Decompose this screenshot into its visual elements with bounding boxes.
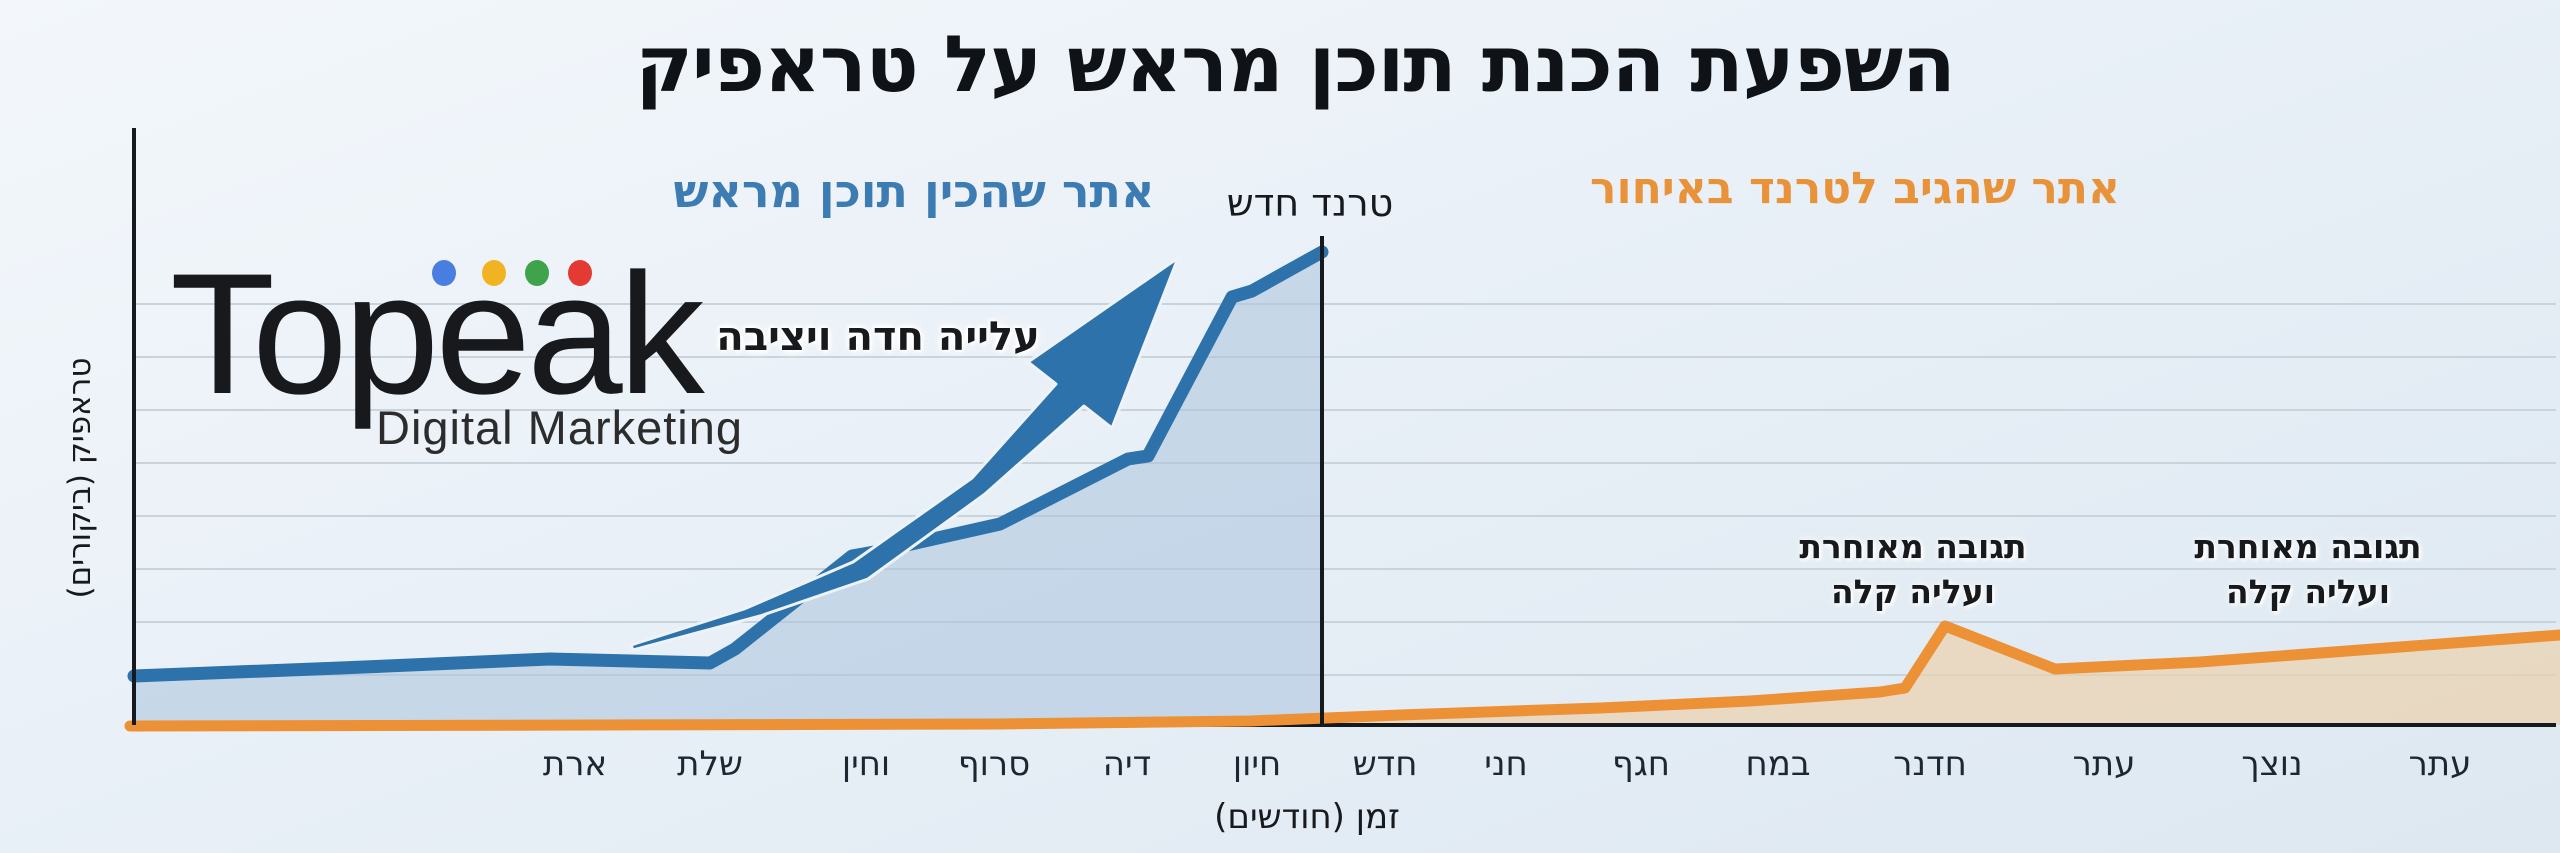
x-tick-label: וחין bbox=[841, 744, 891, 784]
prepared-site-area bbox=[134, 252, 1322, 725]
topeak-logo-dots bbox=[432, 260, 652, 286]
logo-dot-icon bbox=[432, 260, 456, 286]
late-site-line bbox=[124, 620, 2560, 732]
growth-arrow-icon bbox=[629, 256, 1180, 652]
late-response-annotation-1-line1: תגובה מאוחרת bbox=[1799, 527, 2027, 566]
legend-prepared-site: אתר שהכין תוכן מראש bbox=[673, 164, 1155, 218]
late-response-annotation-2-line1: תגובה מאוחרת bbox=[2194, 527, 2422, 566]
x-tick-label: ארת bbox=[542, 744, 608, 784]
logo-dot-icon bbox=[482, 260, 506, 286]
page-title: השפעת הכנת תוכן מראש על טראפיק bbox=[635, 20, 1955, 110]
logo-dot-icon bbox=[568, 260, 592, 286]
trend-line-label: טרנד חדש bbox=[1226, 181, 1394, 225]
sharp-rise-annotation: עלייה חדה ויציבה bbox=[716, 314, 1040, 360]
x-tick-label: חני bbox=[1484, 744, 1528, 784]
x-tick-label: נוצך bbox=[2241, 744, 2303, 784]
x-tick-label: חיון bbox=[1232, 744, 1282, 784]
legend-late-site: אתר שהגיב לטרנד באיחור bbox=[1589, 163, 2121, 214]
x-tick-label: שלת bbox=[677, 744, 743, 784]
x-tick-label: חדש bbox=[1352, 744, 1418, 784]
x-tick-label: במח bbox=[1745, 744, 1811, 784]
x-tick-label: עתר bbox=[2408, 744, 2472, 784]
topeak-logo-tagline: Digital Marketing bbox=[376, 401, 744, 454]
late-response-annotation-2: תגובה מאוחרת ועליה קלה bbox=[2194, 524, 2421, 614]
x-tick-label: דיה bbox=[1102, 744, 1152, 784]
x-tick-label: עתר bbox=[2072, 744, 2136, 784]
x-tick-label: חדנר bbox=[1893, 744, 1967, 784]
late-site-area bbox=[130, 626, 2560, 726]
x-tick-label: חגף bbox=[1612, 744, 1670, 784]
y-axis-title: טראפיק (ביקורים) bbox=[62, 357, 98, 599]
late-response-annotation-1: תגובה מאוחרת ועליה קלה bbox=[1799, 524, 2026, 614]
x-tick-label: סרוף bbox=[957, 744, 1031, 784]
logo-dot-icon bbox=[525, 260, 549, 286]
topeak-logo: Topeak Digital Marketing bbox=[170, 240, 770, 470]
x-axis-title: זמן (חודשים) bbox=[1214, 797, 1400, 837]
late-response-annotation-2-line2: ועליה קלה bbox=[2225, 572, 2391, 611]
late-response-annotation-1-line2: ועליה קלה bbox=[1830, 572, 1996, 611]
